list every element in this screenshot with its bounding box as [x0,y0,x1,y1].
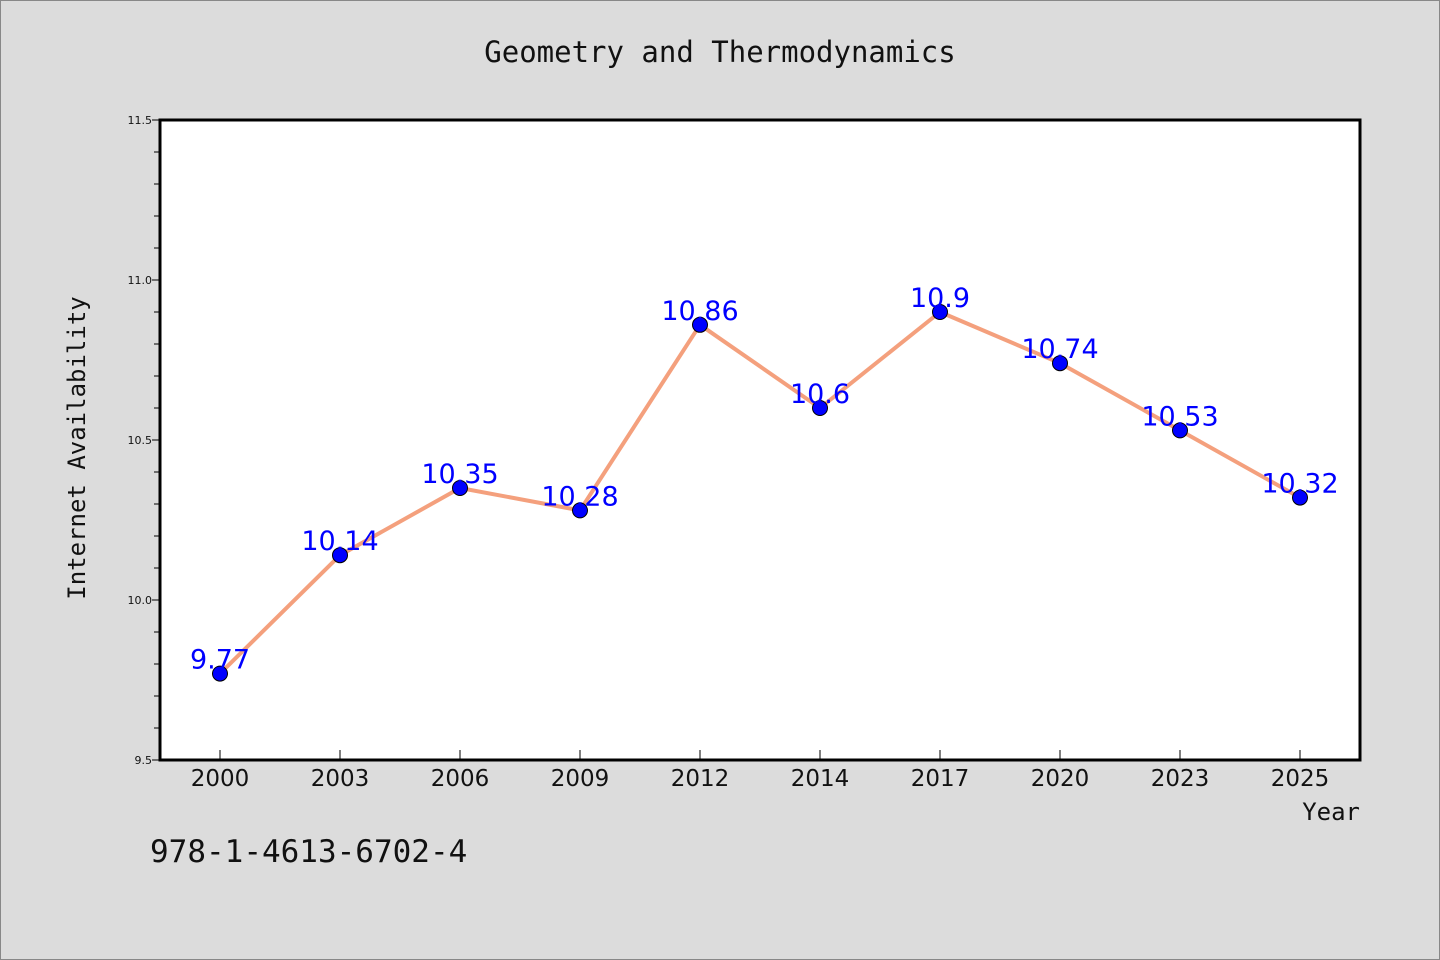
data-point [452,480,468,496]
data-label: 10.6 [790,379,850,410]
data-point [332,547,348,564]
data-point [212,665,228,682]
y-tick-label: 11.5 [128,114,153,127]
series-line [218,310,1301,676]
data-point [1172,422,1188,439]
y-tick-label: 10.0 [128,594,153,607]
x-axis-label: Year [1302,798,1360,826]
data-label: 10.53 [1141,401,1218,432]
isbn-text: 978-1-4613-6702-4 [150,834,468,870]
data-labels: 9.77 10.14 10.35 10.28 10.86 10.6 10.9 10.74 10.… [190,283,1339,676]
x-tick-label: 2003 [311,766,370,792]
x-tick-label: 2009 [551,766,610,792]
data-point [1292,489,1308,506]
x-tick-label: 2017 [911,766,970,792]
x-axis: 2000 2003 2006 2009 2012 2014 2017 2020 2023 2025 [191,750,1330,792]
chart-title: Geometry and Thermodynamics [484,35,955,69]
data-label: 10.74 [1021,334,1098,365]
data-label: 9.77 [190,645,250,676]
x-tick-label: 2000 [191,766,250,792]
data-label: 10.86 [661,296,738,327]
x-tick-label: 2025 [1271,766,1330,792]
data-label: 10.14 [301,526,378,557]
x-tick-label: 2023 [1151,766,1210,792]
y-axis: 9.5 10.0 10.5 11.0 11.5 [128,114,160,767]
data-label: 10.28 [541,481,618,512]
plot-area [158,118,1362,762]
data-label: 10.9 [910,283,970,314]
y-tick-label: 9.5 [135,754,153,767]
y-tick-label: 11.0 [128,274,153,287]
data-markers [212,304,1308,682]
x-tick-label: 2012 [671,766,730,792]
x-tick-label: 2014 [791,766,850,792]
data-label: 10.32 [1261,469,1338,500]
data-point [812,400,828,416]
y-axis-label: Internet Availability [63,296,91,599]
data-point [572,502,588,519]
data-label: 10.35 [421,459,498,490]
x-tick-label: 2006 [431,766,490,792]
data-point [1052,355,1068,372]
x-tick-label: 2020 [1031,766,1090,792]
data-point [692,316,708,333]
data-point [932,304,948,320]
y-tick-label: 10.5 [128,434,153,447]
